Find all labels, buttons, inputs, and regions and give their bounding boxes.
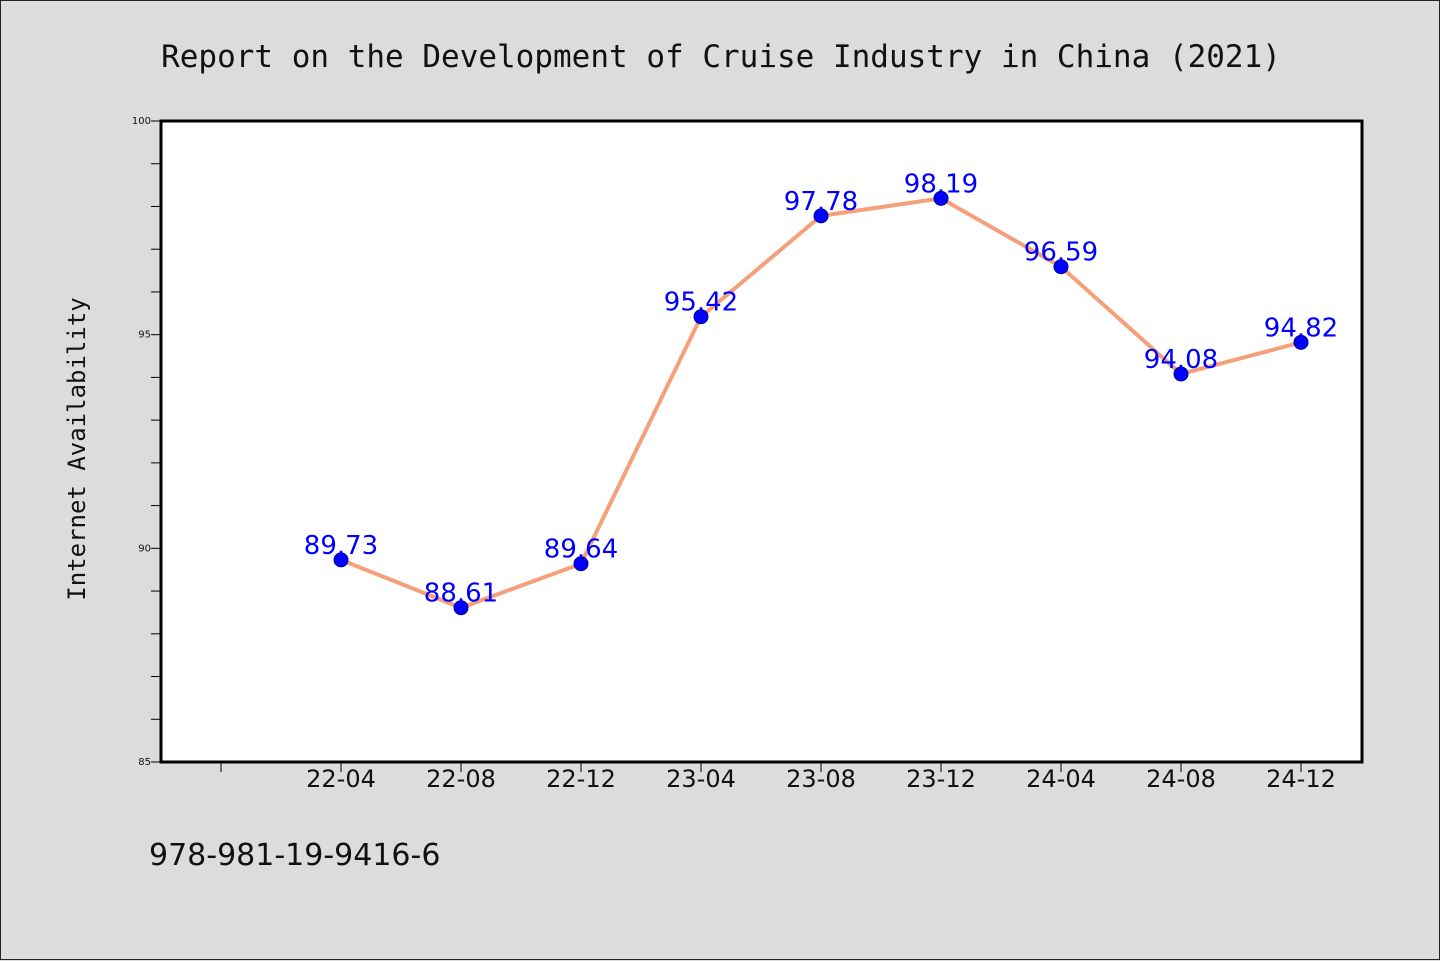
data-label: 96.59 [1024,238,1098,268]
x-tick-label: 23-12 [906,765,976,793]
data-label: 89.64 [544,535,618,565]
x-tick-label: 22-04 [306,765,376,793]
data-label: 97.78 [784,187,858,217]
chart-title: Report on the Development of Cruise Indu… [161,39,1281,75]
data-point [333,552,349,568]
data-point [1173,366,1189,382]
x-tick-label: 24-12 [1266,765,1336,793]
series-layer: 89.73 88.61 89.64 95.42 97.78 98.19 96.59 94.08… [304,169,1338,616]
data-label: 98.19 [904,169,978,199]
data-point [693,309,709,325]
data-point [813,208,829,224]
data-label: 95.42 [664,288,738,318]
data-label: 94.82 [1264,313,1338,343]
data-label: 89.73 [304,531,378,561]
x-tick-label: 22-08 [426,765,496,793]
x-tick-label: 22-12 [546,765,616,793]
data-point [1053,259,1069,275]
x-axis: 22-04 22-08 22-12 23-04 23-08 23-12 24-04 24-08… [220,762,1336,793]
data-point [453,600,469,616]
y-tick-label: 85 [138,757,151,768]
y-tick-label: 90 [138,543,151,554]
y-axis: 85 90 95 100 [132,116,161,768]
y-axis-label: Internet Availability [63,297,91,600]
isbn-footer: 978-981-19-9416-6 [149,838,440,873]
x-tick-label: 24-08 [1146,765,1216,793]
data-point [573,556,589,572]
x-tick-label: 23-08 [786,765,856,793]
data-label: 88.61 [424,579,498,609]
y-tick-label: 100 [132,116,151,127]
data-label: 94.08 [1144,345,1218,375]
y-tick-label: 95 [138,330,151,341]
x-tick-label: 24-04 [1026,765,1096,793]
data-point [1293,334,1309,350]
data-point [933,190,949,206]
plot-area [159,119,1364,764]
x-tick-label: 23-04 [666,765,736,793]
